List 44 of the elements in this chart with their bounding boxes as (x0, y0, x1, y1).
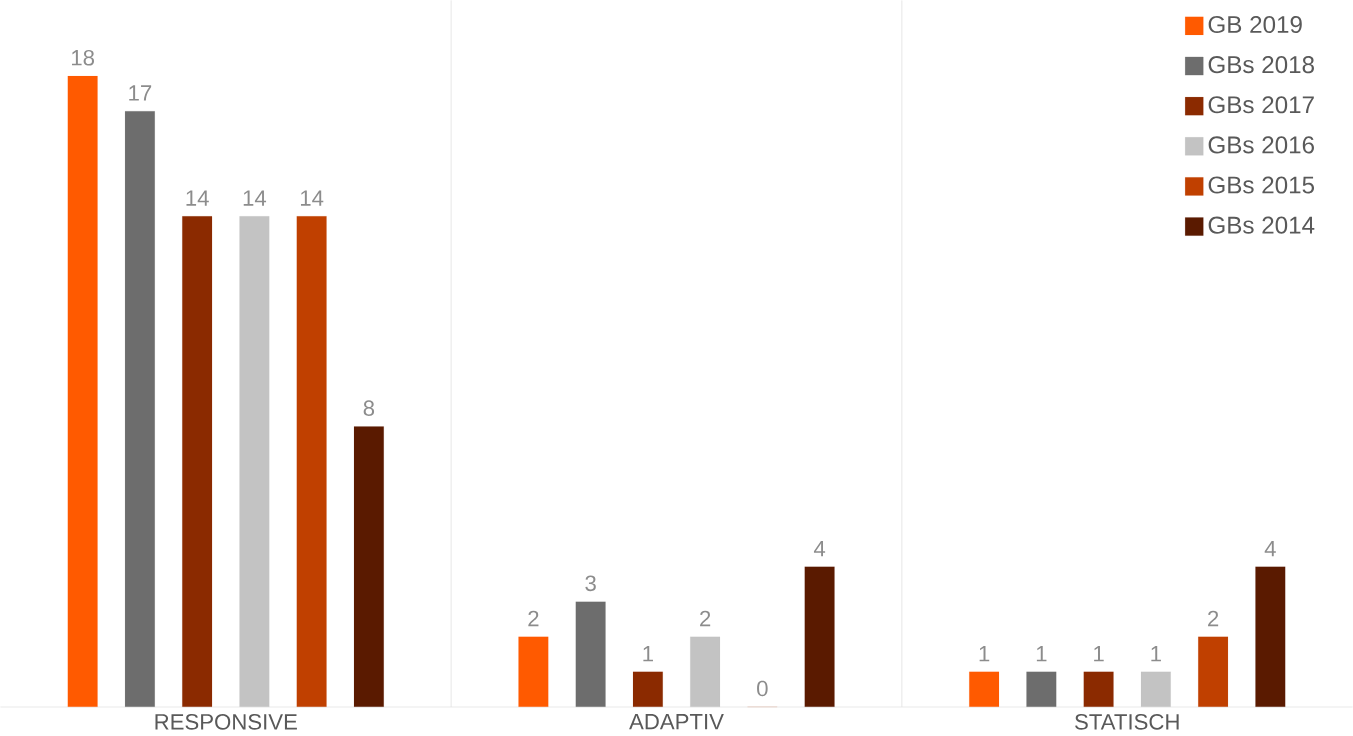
data-label: 1 (979, 645, 990, 662)
bar (1198, 636, 1229, 707)
bar (239, 216, 270, 707)
data-label: 2 (528, 610, 539, 627)
bar (969, 671, 1000, 707)
data-label: 3 (585, 575, 596, 591)
bar (632, 671, 663, 707)
data-label: 2 (1208, 610, 1219, 627)
data-label: 4 (813, 540, 826, 556)
data-label: 0 (757, 680, 768, 697)
data-label: 14 (300, 190, 324, 206)
x-tick-label: RESPONSIVE (155, 713, 297, 730)
bar (353, 426, 384, 707)
bar (67, 75, 98, 707)
bar (518, 636, 549, 707)
bar (690, 636, 721, 707)
data-label: 4 (1264, 540, 1276, 556)
data-label: 8 (363, 400, 375, 416)
bar (1083, 671, 1114, 707)
data-label: 14 (186, 190, 209, 206)
data-label: 17 (129, 85, 152, 101)
data-label: 14 (243, 190, 267, 206)
legend-label: GBs 2016 (1208, 136, 1314, 154)
legend-label: GBs 2018 (1208, 55, 1314, 73)
bar (1140, 671, 1171, 707)
bar (575, 601, 606, 707)
bar (124, 110, 155, 707)
bar (182, 216, 213, 707)
legend-label: GBs 2014 (1208, 216, 1315, 234)
legend-label: GBs 2017 (1208, 96, 1314, 114)
data-label: 1 (1094, 645, 1104, 662)
bar (804, 566, 835, 707)
data-label: 2 (700, 610, 711, 627)
bar (1255, 566, 1286, 707)
x-tick-label: STATISCH (1075, 713, 1179, 730)
legend-label: GB 2019 (1208, 15, 1302, 33)
legend-label: GBs 2015 (1208, 176, 1315, 194)
bar (1026, 671, 1057, 707)
data-label: 1 (1151, 645, 1161, 662)
bar (296, 216, 327, 707)
data-label: 1 (643, 645, 653, 662)
x-tick-label: ADAPTIV (629, 713, 724, 730)
data-label: 18 (72, 49, 95, 66)
data-label: 1 (1036, 645, 1047, 662)
